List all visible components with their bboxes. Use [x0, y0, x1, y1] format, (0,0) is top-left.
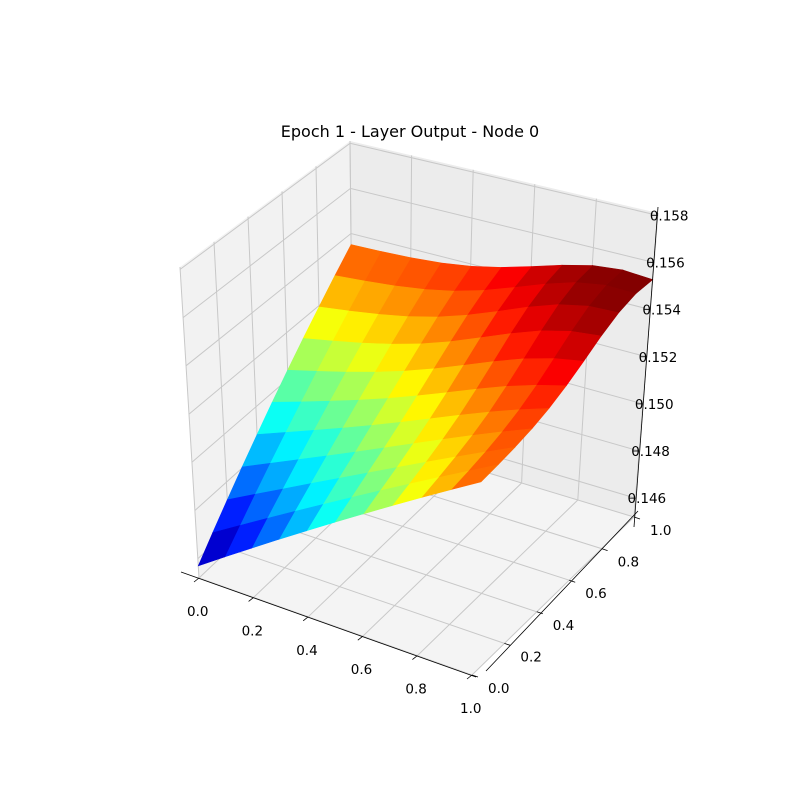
- y-tick-label: 0.8: [618, 555, 639, 571]
- tick-labels: 0.0 0.2 0.4 0.6 0.8 1.0 0.0 0.2 0.4 0.6 0.8 1.0 0.14…: [187, 208, 688, 717]
- z-tick-label: 0.150: [635, 397, 674, 413]
- z-axis-line: [633, 206, 659, 528]
- z-tick-label: 0.158: [650, 208, 689, 224]
- x-tick-mark: [412, 655, 418, 660]
- x-tick-mark: [248, 597, 254, 602]
- x-tick-label: 0.8: [405, 682, 426, 698]
- y-tick-label: 0.2: [520, 649, 541, 665]
- y-tick-mark: [504, 643, 511, 646]
- x-tick-mark: [357, 635, 364, 641]
- x-tick-mark: [302, 616, 309, 622]
- z-tick-label: 0.154: [642, 303, 681, 319]
- x-tick-label: 0.4: [296, 643, 317, 659]
- y-tick-label: 0.0: [488, 681, 509, 697]
- axis-lines: [180, 206, 659, 678]
- y-tick-mark: [471, 674, 479, 678]
- y-tick-label: 1.0: [650, 523, 671, 539]
- x-tick-mark: [466, 674, 473, 680]
- x-tick-label: 1.0: [460, 701, 481, 717]
- x-axis-line: [180, 571, 477, 678]
- x-tick-label: 0.6: [351, 662, 372, 678]
- surface-patch: [197, 525, 241, 567]
- y-tick-mark: [601, 548, 608, 551]
- z-tick-label: 0.146: [627, 491, 666, 507]
- x-tick-mark: [193, 577, 200, 583]
- y-tick-label: 0.4: [553, 618, 574, 634]
- z-tick-label: 0.152: [639, 350, 678, 366]
- y-tick-mark: [569, 579, 576, 583]
- y-axis-line: [485, 510, 639, 672]
- y-tick-mark: [536, 611, 543, 615]
- surface-mesh: [197, 244, 654, 567]
- x-tick-label: 0.0: [187, 604, 208, 620]
- grid-line-z: [182, 187, 655, 318]
- z-tick-label: 0.148: [631, 444, 670, 460]
- grid-line-z: [179, 142, 658, 270]
- y-tick-label: 0.6: [585, 586, 606, 602]
- chart-title: Epoch 1 - Layer Output - Node 0: [281, 122, 539, 141]
- x-tick-label: 0.2: [242, 623, 263, 639]
- z-tick-label: 0.156: [646, 255, 685, 271]
- y-tick-mark: [633, 516, 641, 520]
